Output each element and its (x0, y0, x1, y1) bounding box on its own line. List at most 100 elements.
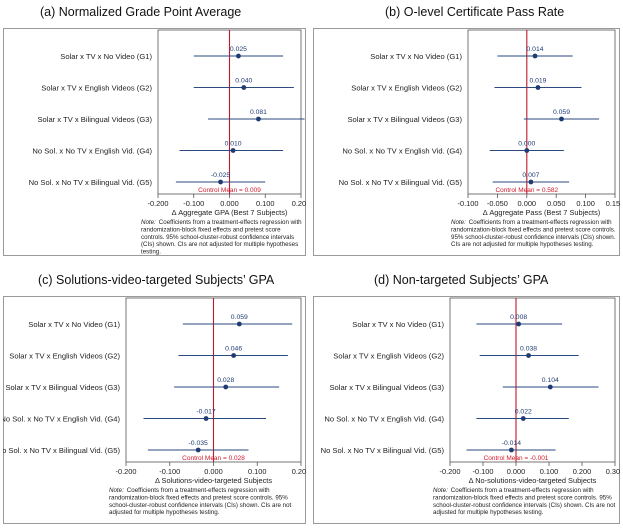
category-label: Solar x TV x English Videos (G2) (41, 84, 152, 93)
x-tick-label: 0.100 (256, 199, 275, 208)
panel-d-chart: Solar x TV x No Video (G1) 0.008 Solar x T… (313, 296, 620, 524)
x-tick-label: 0.000 (518, 199, 537, 208)
note-text-line: school-cluster-robust confidence interva… (433, 502, 616, 509)
x-tick-label: 0.150 (606, 199, 620, 208)
note-text-line: Coefficients from a treatment-effects re… (469, 219, 612, 226)
point-estimate (218, 179, 223, 185)
note-label: Note: (451, 219, 466, 226)
estimate-label: 0.022 (515, 409, 532, 416)
point-estimate (526, 353, 531, 358)
estimate-label: -0.017 (196, 409, 215, 416)
x-tick-label: -0.050 (487, 199, 508, 208)
panel-c-chart: Solar x TV x No Video (G1) 0.059 Solar x T… (3, 296, 306, 524)
note-text-line: Coefficients from a treatment-effects re… (451, 487, 594, 494)
estimate-label: -0.035 (189, 440, 208, 447)
panel-c-title: (c) Solutions-video-targeted Subjects’ G… (38, 273, 275, 287)
control-mean-label: Control Mean = 0.028 (182, 455, 245, 462)
x-tick-label: 0.200 (292, 467, 306, 476)
note-text-line: Coefficients from a treatment-effects re… (127, 487, 270, 494)
x-tick-label: 0.050 (547, 199, 566, 208)
point-estimate (230, 148, 236, 153)
point-estimate (520, 416, 526, 421)
category-label: Solar x TV x Bilingual Videos (G3) (347, 115, 462, 124)
x-axis-label: Δ Aggregate GPA (Best 7 Subjects) (172, 208, 288, 217)
x-tick-label: -0.100 (183, 199, 204, 208)
estimate-label: 0.104 (542, 377, 559, 384)
point-estimate (535, 85, 541, 90)
point-estimate (236, 321, 242, 327)
point-estimate (241, 85, 247, 90)
category-label: No Sol. x No TV x English Vid. (G4) (342, 147, 462, 156)
panel-frame (313, 296, 620, 524)
point-estimate (231, 353, 237, 358)
point-estimate (203, 416, 209, 421)
note-text-line: school-cluster-robust confidence interva… (109, 502, 292, 509)
estimate-label: 0.000 (518, 141, 535, 148)
estimate-label: 0.007 (522, 172, 539, 179)
x-axis-label: Δ Solutions-video-targeted Subjects (155, 476, 272, 485)
panel-frame (313, 28, 620, 256)
note-text-line: adjusted for multiple hypotheses testing… (109, 509, 220, 516)
estimate-label: 0.059 (553, 109, 570, 116)
estimate-label: 0.028 (217, 377, 234, 384)
estimate-label: 0.046 (225, 346, 242, 353)
point-estimate (195, 447, 201, 453)
category-label: No Sol. x No TV x Bilingual Vid. (G5) (29, 178, 153, 187)
estimate-label: 0.010 (225, 141, 242, 148)
point-estimate (524, 148, 530, 153)
point-estimate (559, 116, 564, 122)
point-estimate (236, 53, 241, 59)
x-tick-label: 0.100 (576, 199, 595, 208)
note-text-line: Coefficients from a treatment-effects re… (159, 219, 302, 226)
control-mean-label: Control Mean = 0.582 (495, 187, 558, 194)
point-estimate (508, 447, 514, 453)
x-axis-label: Δ Aggregate Pass (Best 7 Subjects) (483, 208, 601, 217)
note-text-line: (CIs) shown. CIs are not adjusted for mu… (141, 241, 298, 248)
category-label: Solar x TV x English Videos (G2) (351, 84, 462, 93)
category-label: Solar x TV x Bilingual Videos (G3) (37, 115, 152, 124)
x-axis-label: Δ No-solutions-video-targeted Subjects (469, 476, 597, 485)
x-tick-label: 0.200 (292, 199, 306, 208)
category-label: No Sol. x No TV x Bilingual Vid. (G5) (3, 446, 120, 455)
panel-frame (3, 296, 306, 524)
estimate-label: 0.019 (529, 78, 546, 85)
category-label: Solar x TV x No Video (G1) (370, 52, 462, 61)
point-estimate (528, 179, 534, 185)
category-label: Solar x TV x Bilingual Videos (G3) (329, 383, 444, 392)
x-tick-label: 0.100 (248, 467, 267, 476)
estimate-label: 0.014 (527, 46, 544, 53)
estimate-label: 0.008 (510, 314, 527, 321)
point-estimate (547, 384, 553, 390)
estimate-label: 0.025 (230, 46, 247, 53)
note-text-line: adjusted for multiple hypotheses testing… (433, 509, 544, 516)
note-text-line: randomization-block fixed effects and pr… (141, 226, 281, 233)
category-label: Solar x TV x No Video (G1) (28, 320, 120, 329)
note-label: Note: (141, 219, 156, 226)
category-label: Solar x TV x Bilingual Videos (G3) (5, 383, 120, 392)
category-label: No Sol. x No TV x English Vid. (G4) (32, 147, 152, 156)
category-label: No Sol. x No TV x English Vid. (G4) (3, 415, 120, 424)
category-label: No Sol. x No TV x Bilingual Vid. (G5) (339, 178, 463, 187)
note-label: Note: (433, 487, 448, 494)
estimate-label: -0.014 (502, 440, 521, 447)
control-mean-label: Control Mean = 0.009 (198, 187, 261, 194)
estimate-label: 0.038 (520, 346, 537, 353)
panel-a-title: (a) Normalized Grade Point Average (40, 5, 242, 19)
point-estimate (223, 384, 229, 390)
note-text-line: randomization-block fixed effects and pr… (451, 226, 616, 233)
category-label: Solar x TV x No Video (G1) (352, 320, 444, 329)
panel-b-title: (b) O-level Certificate Pass Rate (385, 5, 565, 19)
category-label: Solar x TV x English Videos (G2) (333, 352, 444, 361)
estimate-label: -0.025 (211, 172, 230, 179)
category-label: No Sol. x No TV x Bilingual Vid. (G5) (321, 446, 445, 455)
note-text-line: CIs are not adjusted for multiple hypoth… (451, 241, 594, 248)
point-estimate (532, 53, 538, 59)
estimate-label: 0.081 (250, 109, 267, 116)
x-tick-label: -0.100 (473, 467, 494, 476)
x-tick-label: -0.200 (116, 467, 137, 476)
estimate-label: 0.059 (231, 314, 248, 321)
control-mean-label: Control Mean = -0.001 (484, 455, 549, 462)
x-tick-label: 0.000 (507, 467, 526, 476)
x-tick-label: 0.200 (573, 467, 592, 476)
category-label: Solar x TV x No Video (G1) (60, 52, 152, 61)
